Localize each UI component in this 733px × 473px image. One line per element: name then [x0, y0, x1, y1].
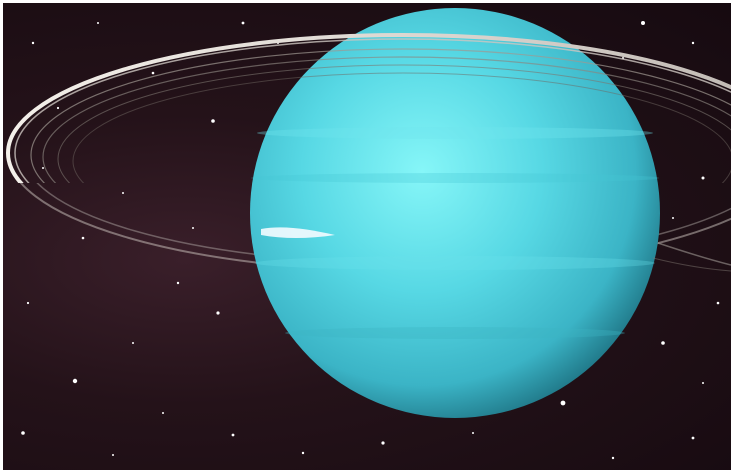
star: [176, 281, 180, 285]
star: [151, 71, 155, 75]
star: [472, 432, 474, 434]
star: [691, 41, 695, 45]
star: [301, 451, 305, 455]
star: [132, 342, 134, 344]
star: [56, 106, 60, 110]
star: [31, 41, 35, 45]
planet-disk: [250, 8, 660, 418]
star: [241, 21, 245, 25]
star: [641, 21, 645, 25]
star: [611, 456, 615, 460]
star-field: [21, 21, 720, 460]
star: [122, 192, 124, 194]
star: [42, 167, 44, 169]
star: [72, 378, 78, 384]
star: [691, 436, 695, 440]
star: [381, 441, 385, 445]
star: [560, 400, 566, 406]
star: [192, 227, 194, 229]
star: [81, 236, 85, 240]
star: [661, 341, 665, 345]
star: [211, 119, 215, 123]
star: [216, 311, 220, 315]
star: [672, 217, 674, 219]
star: [701, 176, 705, 180]
planet-illustration: [6, 8, 731, 460]
planet-ring-front: [6, 33, 731, 183]
planet: [250, 8, 660, 418]
star: [702, 382, 704, 384]
planet-ring-right: [652, 242, 731, 272]
star: [97, 22, 99, 24]
star: [112, 454, 114, 456]
star: [21, 431, 25, 435]
star: [26, 301, 30, 305]
star: [162, 412, 164, 414]
star: [231, 433, 235, 437]
star: [716, 301, 720, 305]
storm-cloud: [261, 227, 335, 238]
space-scene: [3, 3, 731, 470]
